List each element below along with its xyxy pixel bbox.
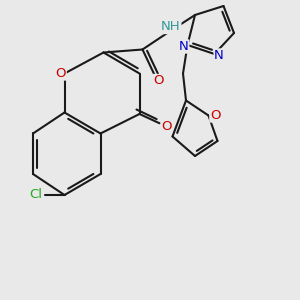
Text: O: O — [210, 109, 220, 122]
Text: O: O — [161, 119, 172, 133]
Text: N: N — [179, 40, 189, 53]
Text: N: N — [214, 49, 224, 62]
Text: Cl: Cl — [29, 188, 43, 202]
Text: O: O — [56, 67, 66, 80]
Text: O: O — [153, 74, 164, 88]
Text: NH: NH — [161, 20, 181, 34]
